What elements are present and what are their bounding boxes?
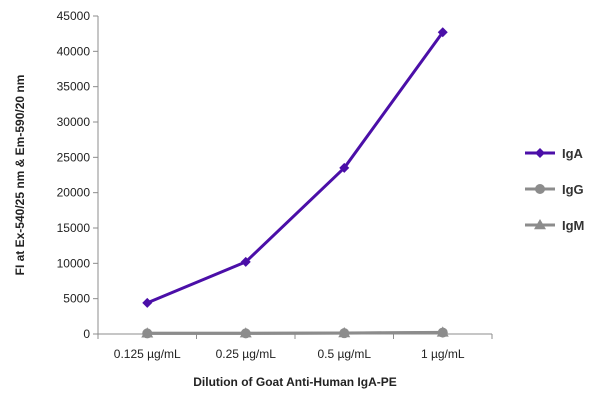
y-tick-label: 5000 bbox=[63, 292, 90, 306]
legend-item-iga: IgA bbox=[525, 146, 584, 161]
data-point-igg bbox=[142, 328, 153, 339]
series-igg bbox=[142, 327, 448, 339]
x-tick-label: 0.125 µg/mL bbox=[114, 347, 181, 361]
x-axis-ticks: 0.125 µg/mL 0.25 µg/mL 0.5 µg/mL 1 µg/mL bbox=[97, 334, 493, 361]
series-line-iga bbox=[146, 31, 444, 305]
data-point-iga bbox=[437, 27, 448, 38]
series-line-igg bbox=[147, 331, 443, 335]
y-tick-label: 10000 bbox=[57, 256, 91, 270]
data-point-iga bbox=[339, 162, 350, 173]
legend-label: IgG bbox=[562, 182, 584, 197]
y-tick-label: 40000 bbox=[57, 44, 91, 58]
legend-marker bbox=[535, 148, 545, 158]
x-tick-label: 0.25 µg/mL bbox=[216, 347, 277, 361]
legend: IgA IgG IgM bbox=[525, 146, 584, 233]
y-tick-label: 45000 bbox=[57, 9, 91, 23]
legend-item-igm: IgM bbox=[525, 218, 584, 233]
axes bbox=[97, 16, 492, 335]
y-tick-label: 15000 bbox=[57, 221, 91, 235]
legend-marker bbox=[535, 184, 545, 194]
y-axis-title: FI at Ex-540/25 nm & Em-590/20 nm bbox=[13, 75, 27, 276]
x-axis-title: Dilution of Goat Anti-Human IgA-PE bbox=[193, 375, 397, 389]
data-point-iga bbox=[240, 256, 251, 267]
legend-label: IgM bbox=[562, 218, 584, 233]
x-tick-label: 0.5 µg/mL bbox=[317, 347, 371, 361]
y-axis-ticks: 0 5000 10000 15000 20000 25000 30000 35000 40000… bbox=[57, 9, 98, 341]
y-tick-label: 35000 bbox=[57, 80, 91, 94]
legend-marker bbox=[534, 219, 546, 230]
y-tick-label: 25000 bbox=[57, 150, 91, 164]
legend-label: IgA bbox=[562, 146, 584, 161]
data-point-iga bbox=[142, 297, 153, 308]
x-tick-label: 1 µg/mL bbox=[421, 347, 465, 361]
data-point-igg bbox=[339, 328, 350, 339]
series-layer bbox=[141, 27, 449, 339]
y-tick-label: 20000 bbox=[57, 186, 91, 200]
y-tick-label: 0 bbox=[83, 327, 90, 341]
legend-item-igg: IgG bbox=[525, 182, 584, 197]
y-tick-label: 30000 bbox=[57, 115, 91, 129]
data-point-igg bbox=[240, 328, 251, 339]
series-iga bbox=[142, 27, 448, 308]
data-point-igg bbox=[437, 327, 448, 338]
